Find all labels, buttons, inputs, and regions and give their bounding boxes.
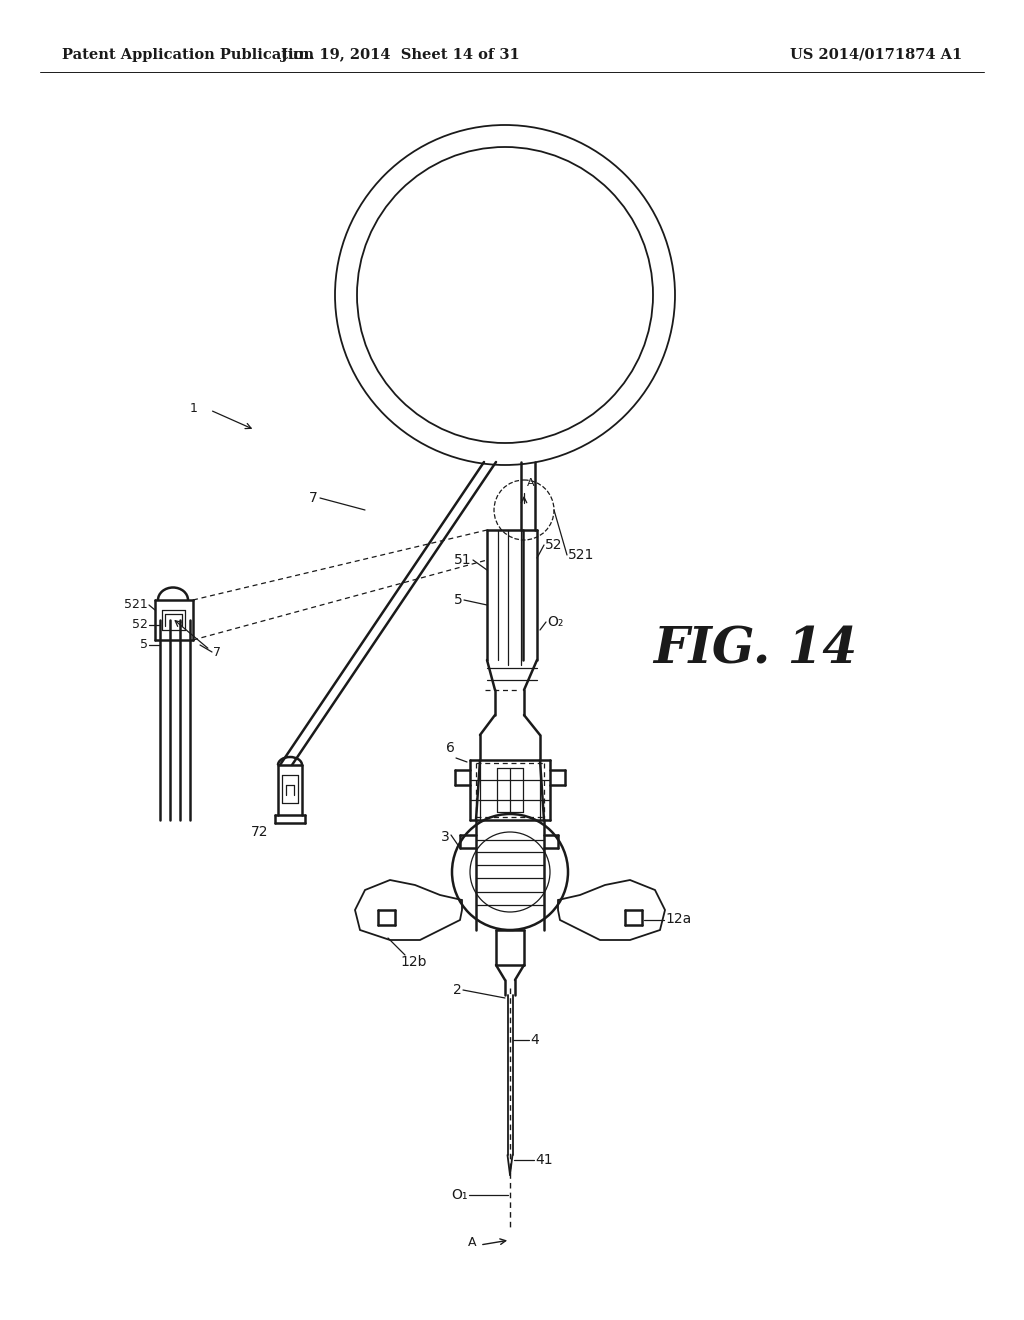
Text: US 2014/0171874 A1: US 2014/0171874 A1 (790, 48, 962, 62)
Text: O₁: O₁ (452, 1188, 468, 1203)
Text: 7: 7 (213, 645, 221, 659)
Text: 51: 51 (455, 553, 472, 568)
Text: 5: 5 (455, 593, 463, 607)
Text: 1: 1 (190, 401, 198, 414)
Text: 52: 52 (132, 619, 148, 631)
Text: 6: 6 (446, 741, 455, 755)
Text: 4: 4 (530, 1034, 539, 1047)
Text: 12a: 12a (665, 912, 691, 927)
Text: 3: 3 (441, 830, 450, 843)
Text: 2: 2 (454, 983, 462, 997)
Text: 72: 72 (251, 825, 268, 840)
Text: FIG. 14: FIG. 14 (653, 626, 857, 675)
Text: 7: 7 (309, 491, 318, 506)
Text: 41: 41 (535, 1152, 553, 1167)
Text: 521: 521 (568, 548, 594, 562)
Text: 12b: 12b (400, 954, 427, 969)
Text: Patent Application Publication: Patent Application Publication (62, 48, 314, 62)
Text: 521: 521 (124, 598, 148, 611)
Text: 52: 52 (545, 539, 562, 552)
Text: A: A (527, 478, 535, 488)
Text: O₂: O₂ (547, 615, 563, 630)
Text: Jun. 19, 2014  Sheet 14 of 31: Jun. 19, 2014 Sheet 14 of 31 (281, 48, 519, 62)
Text: 5: 5 (140, 639, 148, 652)
Text: A: A (468, 1237, 476, 1250)
